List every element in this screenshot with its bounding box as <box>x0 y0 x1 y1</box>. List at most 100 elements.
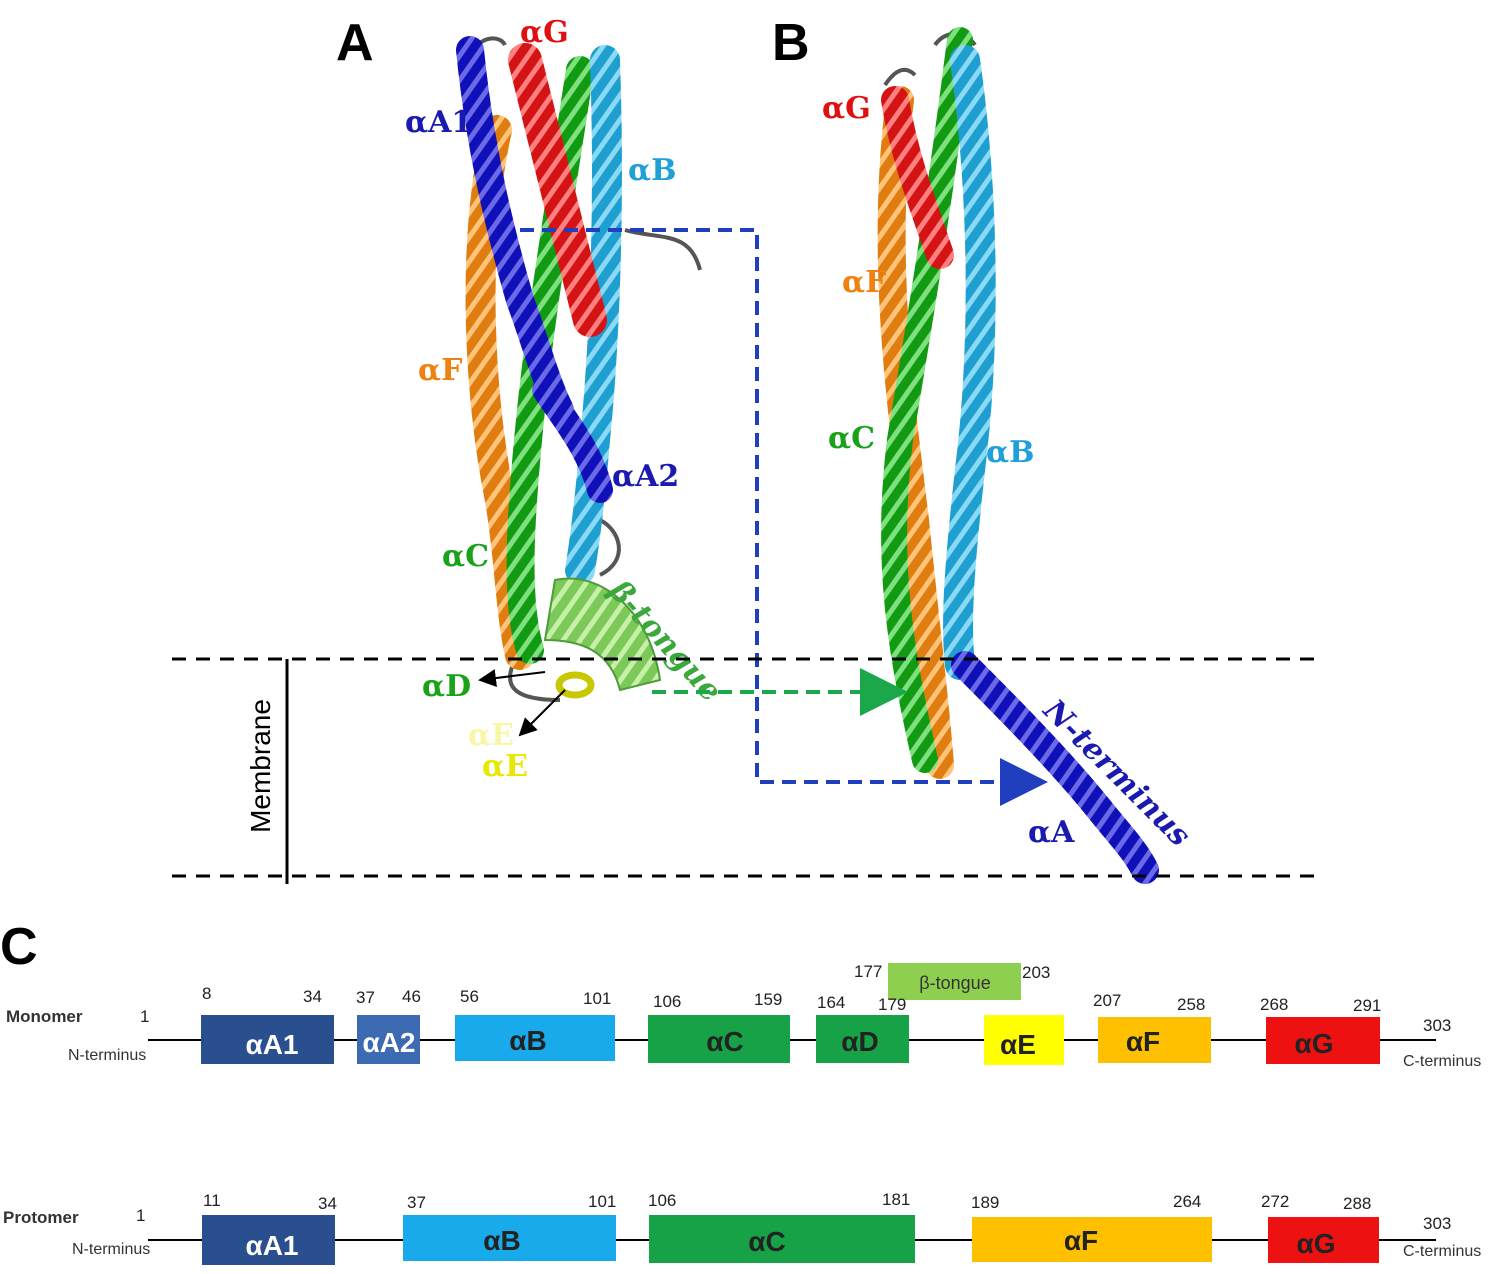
loop-a3 <box>598 518 621 577</box>
panel-letter-a: A <box>336 14 374 72</box>
m-seg-aG-start: 268 <box>1260 995 1288 1014</box>
helix-a-aA1 <box>456 36 574 424</box>
m-seg-aA1-start: 8 <box>202 984 211 1003</box>
p-seg-aG-end: 288 <box>1343 1194 1371 1213</box>
m-seg-aF-label: αF <box>1126 1026 1160 1057</box>
tongue-a <box>543 577 662 692</box>
m-seg-aC <box>648 1015 790 1063</box>
label-b-aC: αC <box>828 421 875 456</box>
label-a-aF: αF <box>418 353 462 388</box>
membrane-label: Membrane <box>245 699 276 833</box>
protomer-end: 303 <box>1423 1214 1451 1233</box>
loop-a4 <box>508 659 561 702</box>
label-a-aE: αE <box>482 749 528 784</box>
m-seg-aG-end: 291 <box>1353 996 1381 1015</box>
m-seg-aD-start: 164 <box>817 993 845 1012</box>
helix-a-aG <box>508 43 607 337</box>
panel-letter-b: B <box>772 14 810 72</box>
protomer-nterm: N-terminus <box>72 1241 150 1258</box>
helix-a-aB <box>565 45 622 585</box>
panel-letter-c: C <box>0 918 38 976</box>
monomer-start: 1 <box>140 1007 149 1026</box>
structure-b: αG αF αC αB N-terminus αA <box>822 27 1197 884</box>
m-seg-aA1 <box>201 1015 334 1064</box>
arrow-aA-to-nterm <box>520 228 1048 806</box>
tongue-box <box>888 963 1021 1000</box>
helix-b-aG <box>881 86 954 269</box>
m-seg-aE-label: αE <box>1000 1029 1036 1060</box>
p-seg-aG <box>1268 1217 1379 1263</box>
p-seg-aF-label: αF <box>1064 1225 1098 1256</box>
monomer-end: 303 <box>1423 1016 1451 1035</box>
label-a-aB: αB <box>628 153 676 188</box>
label-a-aE-faint: αE <box>468 718 514 753</box>
label-a-aG: αG <box>520 15 569 50</box>
protomer-title: Protomer <box>3 1208 79 1227</box>
monomer-cterm: C-terminus <box>1403 1053 1481 1070</box>
tongue-start: 177 <box>854 962 882 981</box>
p-seg-aF <box>972 1217 1212 1262</box>
helix-b-aA <box>951 651 1159 884</box>
p-seg-aF-end: 264 <box>1173 1192 1201 1211</box>
loop-b2 <box>883 67 917 87</box>
m-seg-aB-start: 56 <box>460 987 479 1006</box>
p-seg-aF-start: 189 <box>971 1193 999 1212</box>
m-seg-aC-start: 106 <box>653 992 681 1011</box>
p-seg-aG-label: αG <box>1297 1228 1336 1259</box>
monomer-map: Monomer 1 N-terminus 303 C-terminus β-to… <box>6 962 1481 1070</box>
m-seg-aC-end: 159 <box>754 990 782 1009</box>
m-seg-aA2-label: αA2 <box>362 1027 415 1058</box>
structure-a: αG αA1 αB αF αA2 αC αD αE αE β-tongue <box>405 15 728 784</box>
p-seg-aA1-end: 34 <box>318 1194 337 1213</box>
m-seg-aA1-label: αA1 <box>245 1029 298 1060</box>
helix-b-aF <box>877 86 954 779</box>
helix-b-aB <box>943 45 996 680</box>
helix-a-aA2 <box>532 377 613 503</box>
tongue-end: 203 <box>1022 963 1050 982</box>
p-seg-aC-end: 181 <box>882 1190 910 1209</box>
helix-a-aE <box>555 671 595 699</box>
m-seg-aB-end: 101 <box>583 989 611 1008</box>
p-seg-aB <box>403 1215 616 1261</box>
m-seg-aD-end: 179 <box>878 995 906 1014</box>
m-seg-aF <box>1098 1017 1211 1063</box>
label-a-aA2: αA2 <box>612 459 679 494</box>
p-seg-aA1 <box>202 1215 335 1265</box>
label-a-aA1: αA1 <box>405 105 472 140</box>
pointer-aE <box>518 689 566 737</box>
m-seg-aA2-end: 46 <box>402 987 421 1006</box>
m-seg-aG <box>1266 1017 1380 1064</box>
protomer-map: Protomer 1 N-terminus 303 C-terminus αA1… <box>3 1190 1481 1265</box>
label-a-aC: αC <box>442 539 489 574</box>
label-b-aF: αF <box>842 265 886 300</box>
p-seg-aB-label: αB <box>483 1225 520 1256</box>
m-seg-aF-start: 207 <box>1093 991 1121 1010</box>
p-seg-aC-label: αC <box>748 1226 785 1257</box>
p-seg-aA1-start: 11 <box>203 1191 221 1210</box>
m-seg-aD-label: αD <box>841 1026 878 1057</box>
p-seg-aB-end: 101 <box>588 1192 616 1211</box>
m-seg-aA2 <box>357 1015 420 1064</box>
m-seg-aD <box>816 1015 909 1063</box>
protomer-cterm: C-terminus <box>1403 1243 1481 1260</box>
loop-a2 <box>624 228 702 271</box>
m-seg-aA2-start: 37 <box>356 988 375 1007</box>
label-b-aA: αA <box>1028 815 1075 850</box>
m-seg-aF-end: 258 <box>1177 995 1205 1014</box>
p-seg-aC <box>649 1215 915 1263</box>
p-seg-aA1-label: αA1 <box>245 1230 298 1261</box>
m-seg-aB-label: αB <box>509 1025 546 1056</box>
m-seg-aG-label: αG <box>1295 1028 1334 1059</box>
m-seg-aE <box>984 1015 1064 1065</box>
label-a-aD: αD <box>422 669 471 704</box>
protomer-start: 1 <box>136 1206 145 1225</box>
pointer-aD <box>478 669 546 687</box>
label-b-aG: αG <box>822 91 871 126</box>
p-seg-aB-start: 37 <box>407 1193 426 1212</box>
m-seg-aA1-end: 34 <box>303 987 322 1006</box>
p-seg-aG-start: 272 <box>1261 1192 1289 1211</box>
tongue-box-label: β-tongue <box>919 973 990 993</box>
monomer-nterm: N-terminus <box>68 1047 146 1064</box>
helix-b-aC <box>881 27 973 773</box>
